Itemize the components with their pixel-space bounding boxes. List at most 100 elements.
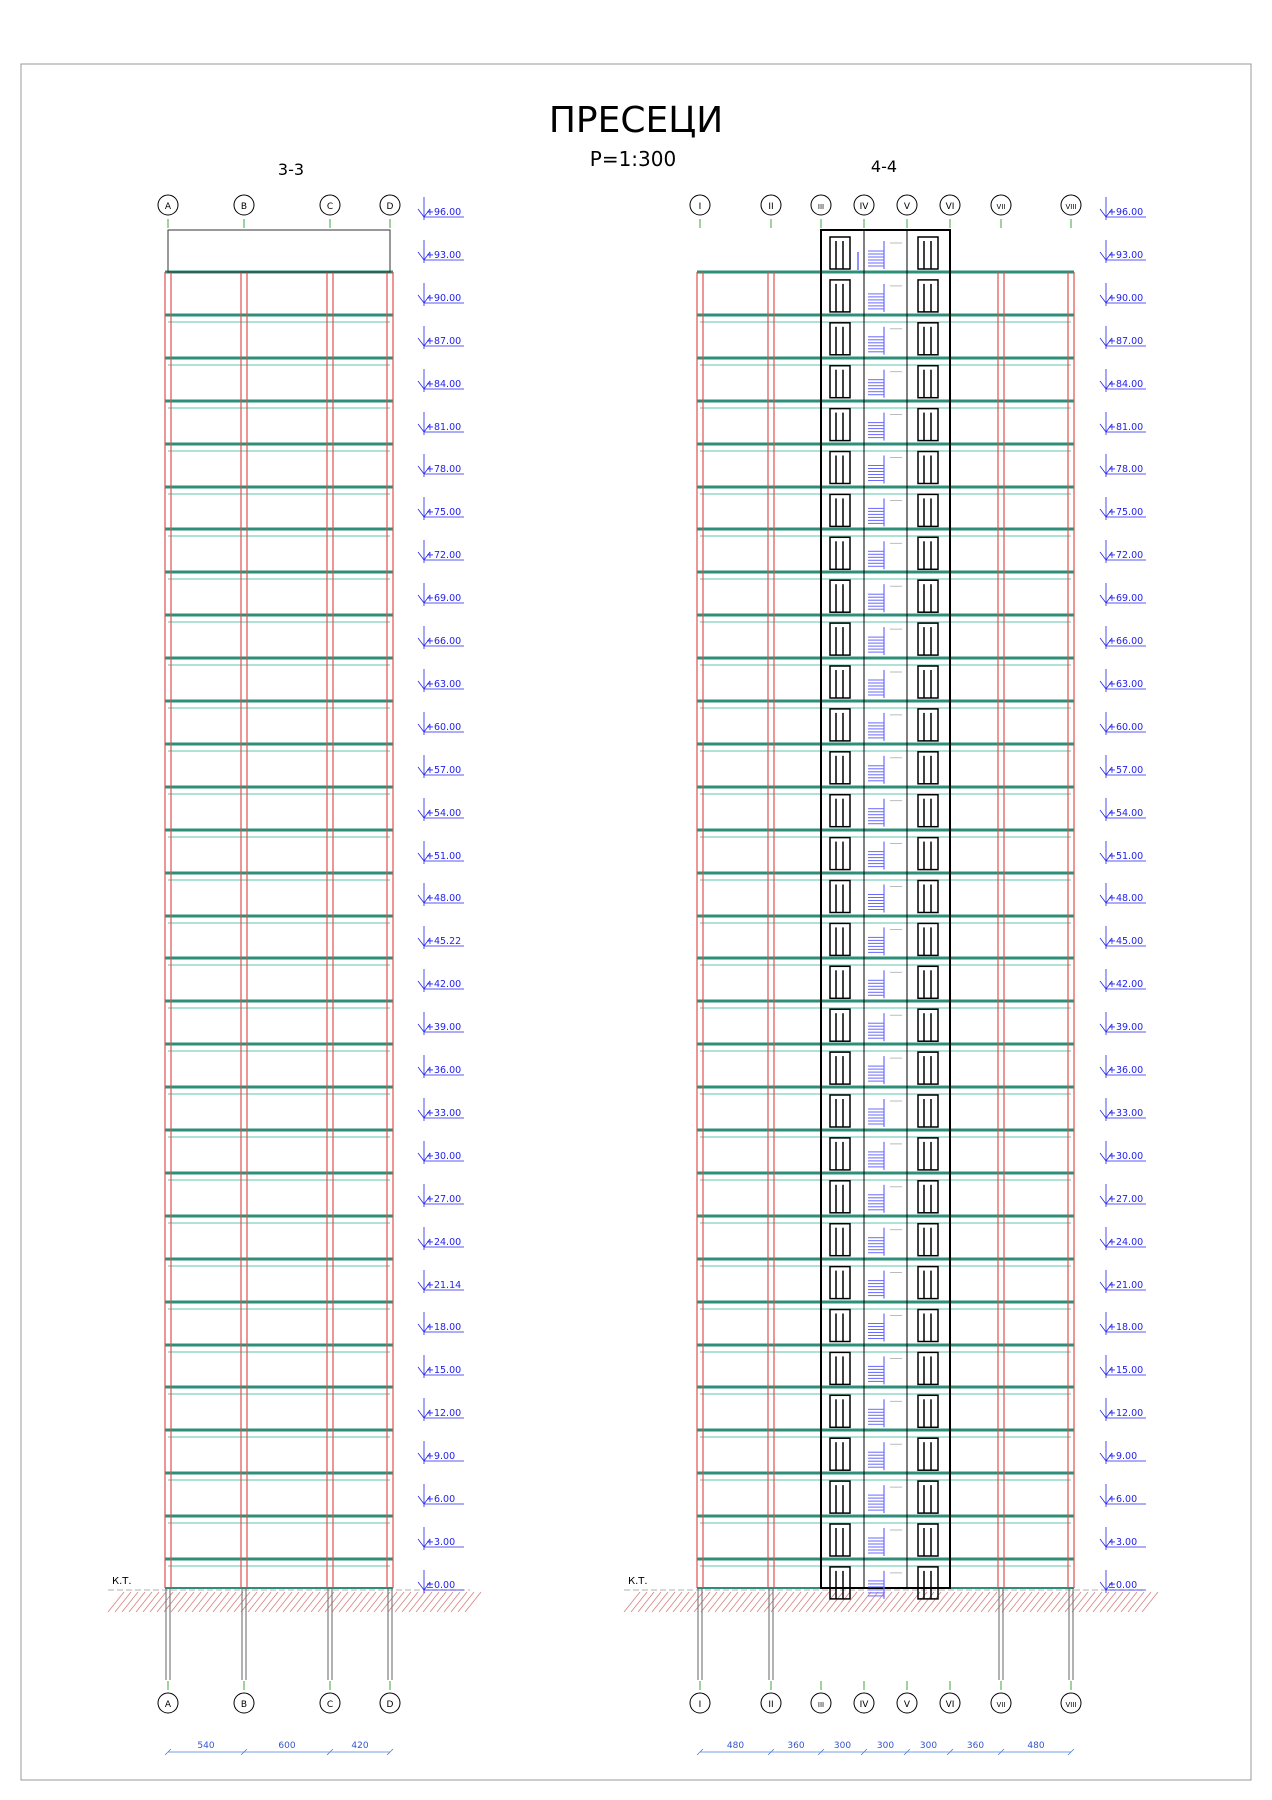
- elevator-door-left: [829, 793, 851, 828]
- level-mark: +51.00: [1099, 841, 1146, 864]
- ground-hatch-stroke: [896, 1591, 914, 1613]
- dimension-tick: [946, 1748, 954, 1756]
- elevator-door-left: [829, 1480, 851, 1514]
- level-mark: +18.00: [417, 1312, 464, 1335]
- level-value: +66.00: [1108, 636, 1143, 647]
- ground-hatch-stroke: [184, 1591, 202, 1613]
- level-mark: +63.00: [417, 669, 464, 692]
- axis-bubble: [896, 1692, 918, 1714]
- ground-hatch-stroke: [1022, 1591, 1040, 1613]
- level-value: +3.00: [1108, 1537, 1137, 1548]
- ground-hatch-stroke: [345, 1591, 363, 1613]
- ground-hatch-stroke: [156, 1591, 174, 1613]
- ground-hatch-stroke: [163, 1591, 181, 1613]
- dimension-value: 480: [1027, 1741, 1044, 1751]
- level-mark: +57.00: [1099, 755, 1146, 778]
- axis-label: A: [165, 1700, 172, 1710]
- elevator-door-right: [917, 1180, 939, 1214]
- stair-flight: [868, 927, 902, 956]
- axis-bubble: [319, 1692, 341, 1714]
- level-mark: +9.00: [1099, 1441, 1146, 1464]
- ground-hatch-stroke: [338, 1591, 356, 1613]
- stair-flight: [868, 1056, 902, 1085]
- level-mark: +51.00: [417, 841, 464, 864]
- ground-hatch-stroke: [847, 1591, 865, 1613]
- ground-hatch-stroke: [742, 1591, 760, 1613]
- elevator-door-right: [917, 579, 939, 613]
- elevator-door-right: [917, 364, 939, 399]
- axis-label: V: [904, 1700, 911, 1710]
- stair-flight: [868, 1227, 902, 1256]
- axis-bubble: [379, 194, 401, 216]
- axis-label: VIII: [1066, 203, 1077, 211]
- level-value: +78.00: [426, 464, 461, 475]
- level-mark: +24.00: [417, 1227, 464, 1250]
- axis-marker-top-b: B: [233, 194, 255, 228]
- level-mark: +81.00: [1099, 412, 1146, 435]
- dimension-tick: [860, 1748, 868, 1756]
- elevator-door-right: [917, 322, 939, 356]
- ground-hatch-stroke: [177, 1591, 195, 1613]
- axis-label: I: [699, 1700, 702, 1710]
- axis-marker-top-d: D: [379, 194, 401, 228]
- ground-hatch-stroke: [700, 1591, 718, 1613]
- level-mark: +90.00: [417, 283, 464, 306]
- ground-hatch-stroke: [889, 1591, 907, 1613]
- level-mark: +6.00: [1099, 1484, 1146, 1507]
- ground-hatch-stroke: [1106, 1591, 1124, 1613]
- level-mark: +15.00: [417, 1355, 464, 1378]
- axis-bubble: [1060, 1692, 1082, 1714]
- axis-marker-top-iii: III: [810, 194, 832, 228]
- ground-hatch-stroke: [798, 1591, 816, 1613]
- level-mark: +87.00: [417, 326, 464, 349]
- ground-hatch-stroke: [854, 1591, 872, 1613]
- ground-hatch-stroke: [429, 1591, 447, 1613]
- level-mark: +45.00: [1099, 926, 1146, 949]
- elevator-door-right: [917, 879, 939, 914]
- ground-hatch-stroke: [317, 1591, 335, 1613]
- stair-flight: [868, 1313, 902, 1342]
- ground-hatch-stroke: [980, 1591, 998, 1613]
- level-mark: +9.00: [417, 1441, 464, 1464]
- section-4-4: 4-4 К.Т.IIIIIIIIIIIIIVIVVVVIVIVIIVIIVIII…: [623, 157, 1159, 1756]
- level-mark: +21.14: [417, 1270, 464, 1293]
- stair-flight: [868, 326, 902, 355]
- ground-label: К.Т.: [628, 1576, 648, 1587]
- ground-hatch-stroke: [366, 1591, 384, 1613]
- elevator-door-left: [829, 879, 851, 914]
- elevator-door-left: [829, 665, 851, 699]
- level-value: ±0.00: [426, 1580, 455, 1591]
- ground-hatch-stroke: [791, 1591, 809, 1613]
- axis-label: B: [241, 202, 247, 212]
- ground-hatch-stroke: [1134, 1591, 1152, 1613]
- level-value: +81.00: [1108, 422, 1143, 433]
- ground-hatch-stroke: [707, 1591, 725, 1613]
- level-value: +90.00: [1108, 293, 1143, 304]
- axis-label: D: [387, 1700, 394, 1710]
- elevator-door-right: [917, 493, 939, 528]
- ground-hatch-stroke: [121, 1591, 139, 1613]
- ground-hatch-stroke: [665, 1591, 683, 1613]
- ground-hatch-stroke: [952, 1591, 970, 1613]
- ground-hatch-stroke: [282, 1591, 300, 1613]
- stair-flight: [868, 970, 902, 999]
- level-value: +60.00: [1108, 722, 1143, 733]
- stair-flight: [868, 755, 902, 784]
- ground-hatch-stroke: [422, 1591, 440, 1613]
- axis-marker-bottom-iv: IV: [853, 1681, 875, 1714]
- axis-bubble: [319, 194, 341, 216]
- level-value: +96.00: [1108, 207, 1143, 218]
- ground-hatch-stroke: [868, 1591, 886, 1613]
- stair-flight: [868, 541, 902, 570]
- dimension-value: 300: [920, 1741, 937, 1751]
- elevator-door-right: [917, 1265, 939, 1300]
- axis-label: D: [387, 202, 394, 212]
- level-value: +96.00: [426, 207, 461, 218]
- elevator-door-left: [829, 279, 851, 313]
- level-value: +36.00: [426, 1065, 461, 1076]
- level-value: +93.00: [426, 250, 461, 261]
- ground-hatch-stroke: [1029, 1591, 1047, 1613]
- axis-marker-top-ii: II: [760, 194, 782, 228]
- level-value: +75.00: [1108, 507, 1143, 518]
- core-outline: [820, 229, 951, 1589]
